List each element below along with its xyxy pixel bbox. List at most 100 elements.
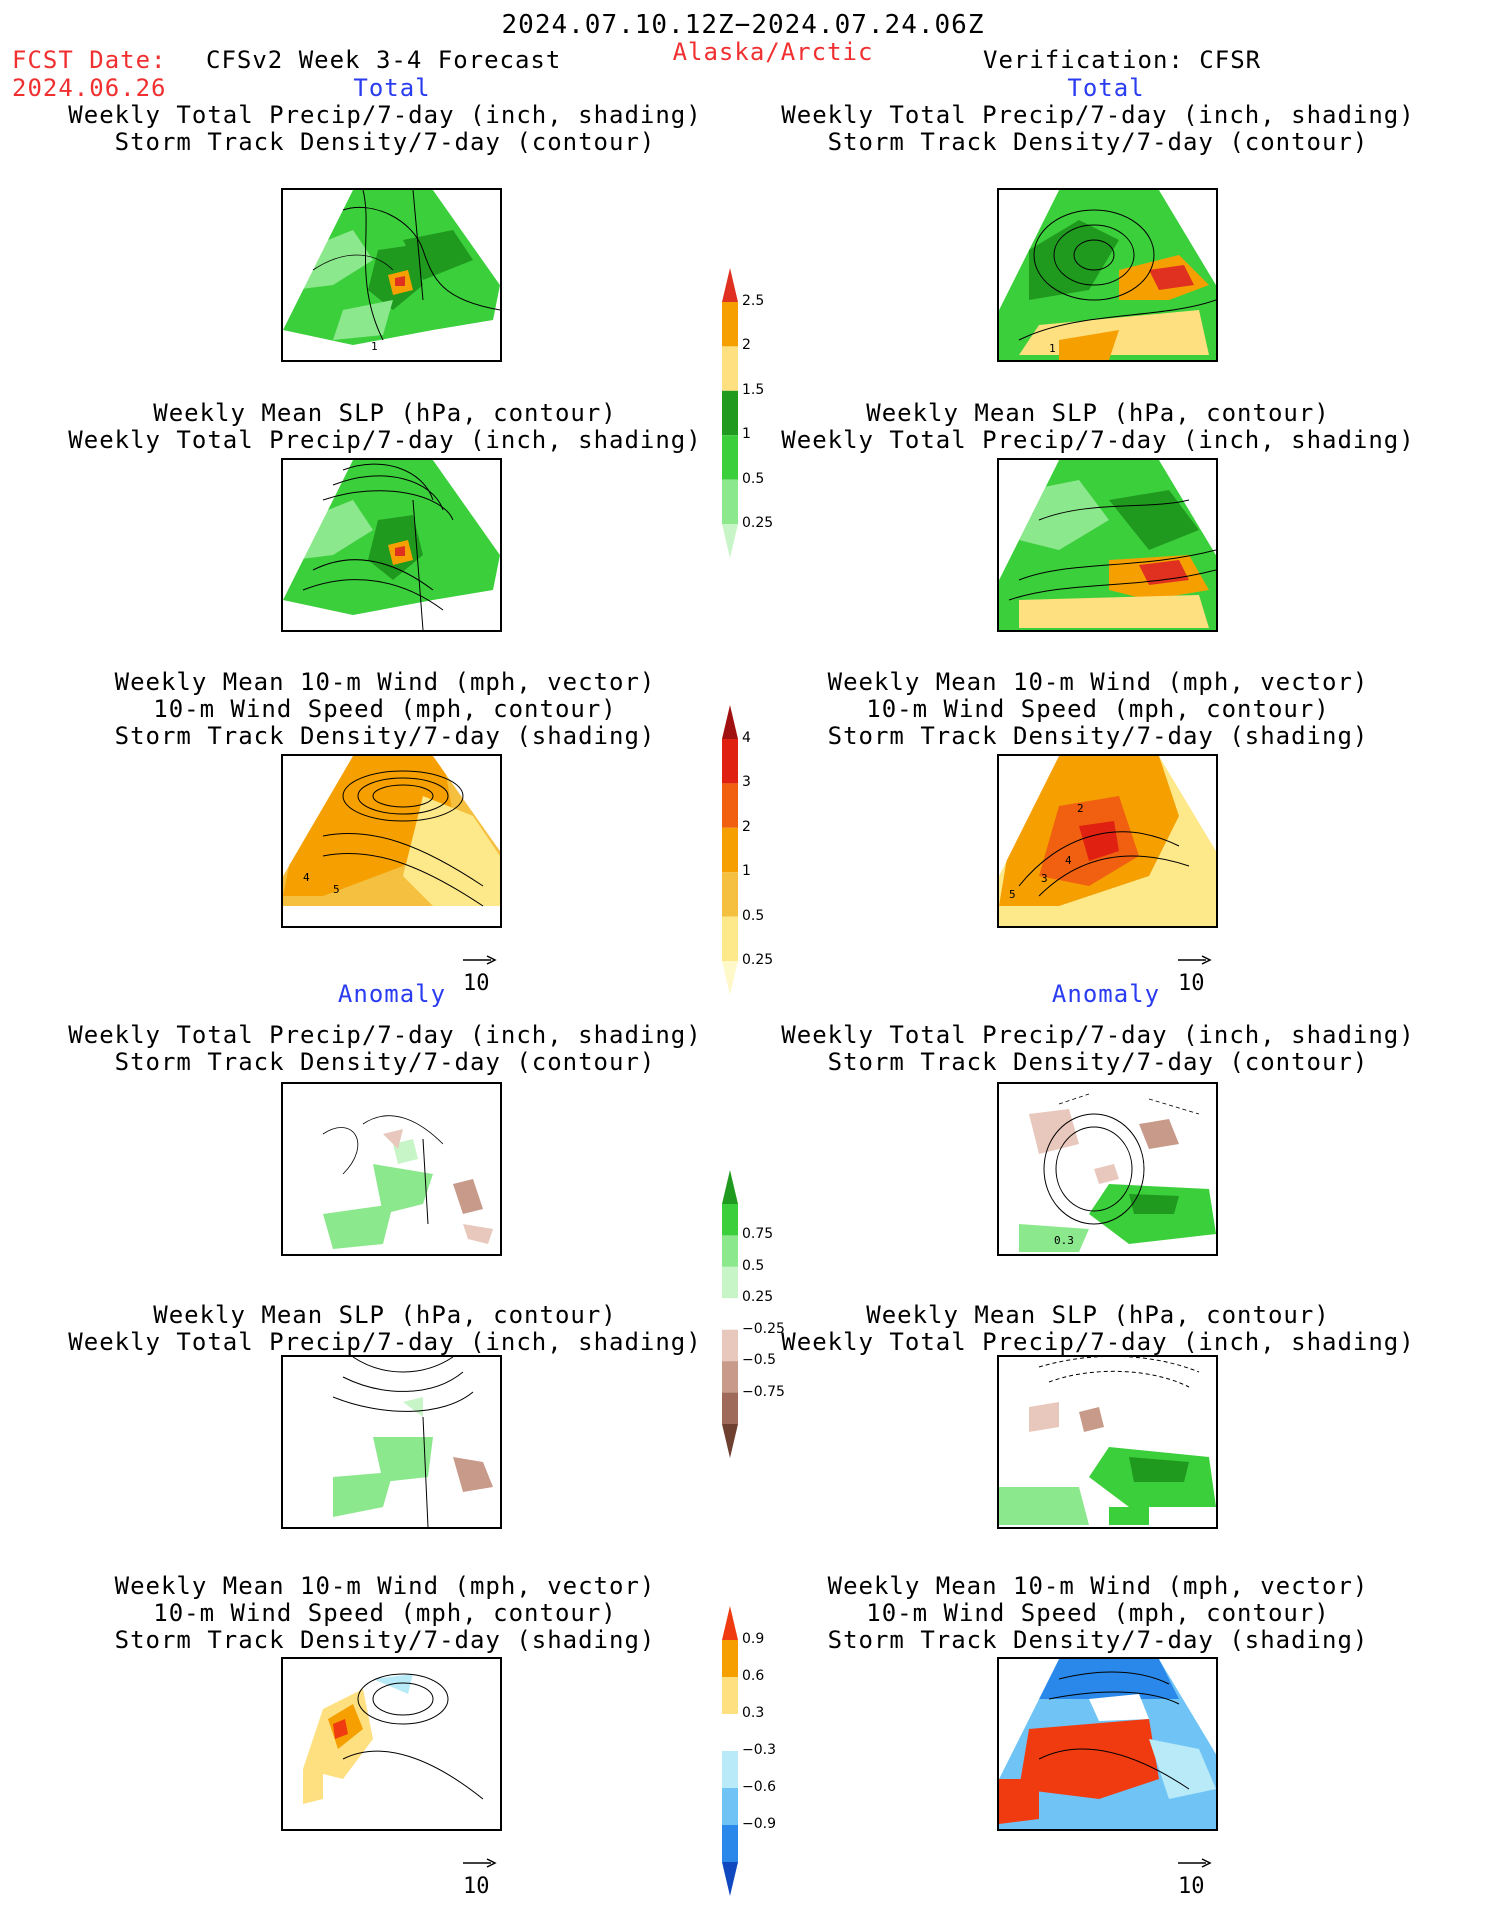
forecast-total-label: Total [353, 74, 431, 102]
colorbar-graphic [722, 1606, 738, 1896]
contour-label: 3 [1041, 872, 1048, 885]
colorbar-tick-label: 4 [742, 730, 751, 746]
vector-reference-label: 10 [1178, 1874, 1205, 1899]
map-slp-verification-total [997, 458, 1218, 632]
colorbar-tick-label: 0.5 [742, 1257, 765, 1274]
colorbar-swatch [722, 872, 738, 917]
panel-title-slp-fc-total: Weekly Mean SLP (hPa, contour) Weekly To… [68, 399, 702, 454]
colorbar-tick-label: 0.3 [742, 1705, 765, 1721]
colorbar-tick-label: 0.25 [742, 952, 774, 968]
map-wind-verification-total: 2 3 4 5 [997, 754, 1218, 928]
panel-title-slp-obs-anom: Weekly Mean SLP (hPa, contour) Weekly To… [781, 1301, 1415, 1356]
verification-label: Verification: CFSR [983, 46, 1262, 74]
map-slp-forecast-anomaly [281, 1355, 502, 1529]
region-name: Alaska/Arctic [672, 38, 874, 66]
map-slp-forecast-total [281, 458, 502, 632]
colorbar-tick-label: 2 [742, 337, 751, 354]
colorbar-swatch [722, 916, 738, 961]
colorbar-tick-label: 1.5 [742, 381, 765, 398]
fcst-date: 2024.06.26 [12, 74, 167, 102]
colorbar-swatch [722, 1825, 738, 1862]
colorbar-tick-label: 1 [742, 863, 751, 880]
colorbar-swatch [722, 1424, 738, 1458]
colorbar-swatch [722, 268, 738, 302]
colorbar-swatch [722, 739, 738, 784]
contour-label: 0.3 [1054, 1234, 1074, 1247]
colorbar-swatch [722, 1714, 738, 1751]
colorbar-tick-label: 2 [742, 818, 751, 835]
colorbar-tick-label: −0.9 [742, 1816, 776, 1832]
colorbar-tick-label: 0.25 [742, 515, 774, 531]
panel-title-slp-fc-anom: Weekly Mean SLP (hPa, contour) Weekly To… [68, 1301, 702, 1356]
colorbar-swatch [722, 1235, 738, 1267]
vector-reference-label: 10 [463, 971, 490, 996]
map-wind-verification-anomaly [997, 1657, 1218, 1831]
colorbar-swatch [722, 1640, 738, 1677]
verification-anomaly-label: Anomaly [1051, 980, 1161, 1008]
colorbar-tick-label: 0.25 [742, 1289, 774, 1306]
colorbar-swatch [722, 1677, 738, 1714]
colorbar-tick-label: −0.3 [742, 1742, 776, 1758]
colorbar-tick-label: −0.5 [742, 1352, 776, 1369]
colorbar-storm-total: 4 3 2 1 0.5 0.25 [722, 705, 773, 999]
contour-label: 5 [333, 883, 340, 896]
colorbar-swatch [722, 1606, 738, 1640]
colorbar-graphic [722, 1170, 738, 1458]
colorbar-storm-anomaly: 0.9 0.6 0.3 −0.3 −0.6 −0.9 [722, 1606, 776, 1900]
vector-reference-label: 10 [1178, 971, 1205, 996]
map-precip-forecast-total: 1 [281, 188, 502, 362]
panel-title-precip-obs-anom: Weekly Total Precip/7-day (inch, shading… [781, 1021, 1415, 1076]
colorbar-swatch [722, 524, 738, 558]
colorbar-swatch [722, 435, 738, 480]
colorbar-swatch [722, 827, 738, 873]
map-precip-forecast-anomaly [281, 1082, 502, 1256]
colorbar-tick-label: 0.5 [742, 907, 765, 924]
colorbar-swatch [722, 390, 738, 436]
colorbar-graphic [722, 268, 738, 558]
colorbar-swatch [722, 1361, 738, 1393]
vector-reference-fc-total: 10 [463, 946, 497, 996]
colorbar-swatch [722, 1862, 738, 1896]
colorbar-graphic [722, 705, 738, 995]
contour-label: 4 [303, 871, 310, 884]
colorbar-precip-total: 2.5 2 1.5 1 0.5 0.25 [722, 268, 773, 562]
contour-label: 2 [1077, 802, 1084, 815]
colorbar-tick-label: 3 [742, 774, 751, 791]
map-slp-verification-anomaly [997, 1355, 1218, 1529]
colorbar-tick-label: 0.9 [742, 1631, 765, 1647]
panel-title-wind-fc-anom: Weekly Mean 10-m Wind (mph, vector) 10-m… [114, 1572, 656, 1654]
colorbar-swatch [722, 479, 738, 524]
colorbar-precip-anomaly: 0.75 0.5 0.25 −0.25 −0.5 −0.75 [722, 1170, 785, 1462]
panel-title-wind-obs-anom: Weekly Mean 10-m Wind (mph, vector) 10-m… [827, 1572, 1369, 1654]
panel-title-wind-fc-total: Weekly Mean 10-m Wind (mph, vector) 10-m… [114, 668, 656, 750]
colorbar-swatch [722, 1170, 738, 1204]
colorbar-swatch [722, 783, 738, 828]
panel-title-precip-fc-anom: Weekly Total Precip/7-day (inch, shading… [68, 1021, 702, 1076]
colorbar-tick-label: −0.75 [742, 1383, 785, 1400]
colorbar-tick-label: −0.25 [742, 1320, 785, 1337]
colorbar-tick-label: 1 [742, 426, 751, 443]
verification-total-label: Total [1067, 74, 1145, 102]
contour-label: 4 [1065, 854, 1072, 867]
colorbar-tick-label: 2.5 [742, 293, 765, 309]
colorbar-tick-label: 0.6 [742, 1668, 765, 1684]
vector-reference-obs-anom: 10 [1178, 1849, 1212, 1899]
colorbar-tick-label: 0.5 [742, 470, 765, 487]
colorbar-swatch [722, 961, 738, 995]
colorbar-swatch [722, 1788, 738, 1825]
model-name: CFSv2 Week 3-4 Forecast [206, 46, 562, 74]
panel-title-precip-fc-total: Weekly Total Precip/7-day (inch, shading… [68, 101, 702, 156]
panel-title-slp-obs-total: Weekly Mean SLP (hPa, contour) Weekly To… [781, 399, 1415, 454]
colorbar-swatch [722, 302, 738, 347]
colorbar-swatch [722, 705, 738, 739]
panel-title-wind-obs-total: Weekly Mean 10-m Wind (mph, vector) 10-m… [827, 668, 1369, 750]
colorbar-swatch [722, 1266, 738, 1299]
panel-title-precip-obs-total: Weekly Total Precip/7-day (inch, shading… [781, 101, 1415, 156]
colorbar-swatch [722, 1204, 738, 1236]
colorbar-tick-label: 0.75 [742, 1226, 774, 1243]
contour-label: 1 [1049, 342, 1056, 355]
vector-reference-fc-anom: 10 [463, 1849, 497, 1899]
colorbar-swatch [722, 1751, 738, 1788]
forecast-anomaly-label: Anomaly [337, 980, 447, 1008]
colorbar-swatch [722, 1329, 738, 1362]
